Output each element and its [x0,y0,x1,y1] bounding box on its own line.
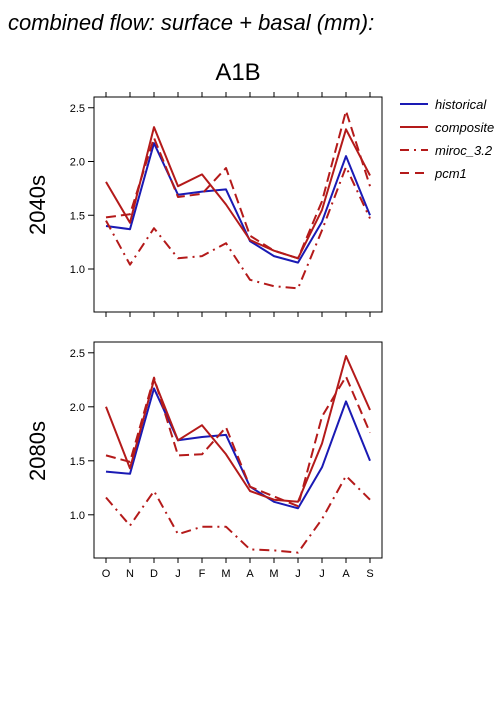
x-tick-label: J [175,568,181,580]
y-tick-label: 2.0 [70,157,85,169]
legend-label: composite [435,120,494,135]
y-tick-label: 2.5 [70,103,85,115]
x-tick-label: N [126,568,134,580]
x-tick-label: M [221,568,230,580]
x-tick-label: F [199,568,206,580]
legend-label: miroc_3.2 [435,143,493,158]
x-tick-label: A [342,568,350,580]
panel-label: 2080s [25,421,50,481]
x-tick-label: J [295,568,301,580]
panel-label: 2040s [25,175,50,235]
plot-frame [93,96,383,313]
y-tick-label: 2.0 [70,402,85,414]
plot-frame [93,341,383,559]
series-line-pcm1 [105,375,371,508]
x-tick-label: A [246,568,254,580]
series-line-composite [105,126,371,260]
axes: 1.0 1.5 2.0 2.5 O N D J F M A M J J A S [70,348,374,580]
y-tick-label: 1.5 [70,210,85,222]
legend: historical composite miroc_3.2 pcm1 [400,97,494,181]
series-line-historical [105,142,371,264]
y-tick-label: 1.5 [70,456,85,468]
series-line-miroc-3-2 [105,165,371,290]
series-line-historical [105,387,371,510]
x-tick-label: J [319,568,325,580]
legend-label: pcm1 [434,166,467,181]
y-tick-label: 1.0 [70,510,85,522]
panel-2040s: 2040s 1.0 1.5 2.0 2.5 [25,92,383,317]
series-line-pcm1 [105,110,371,260]
x-tick-label: D [150,568,158,580]
panel-2080s: 2080s 1.0 1.5 2.0 2.5 O N D J F M A M J J A S [25,341,383,580]
legend-label: historical [435,97,487,112]
y-tick-label: 1.0 [70,264,85,276]
scenario-title: A1B [215,59,260,86]
x-tick-label: O [102,568,111,580]
axes: 1.0 1.5 2.0 2.5 [70,92,371,317]
series-lines [105,110,371,290]
y-tick-label: 2.5 [70,348,85,360]
series-line-miroc-3-2 [105,474,371,554]
series-lines [105,355,371,554]
x-tick-label: M [269,568,278,580]
figure-title: combined flow: surface + basal (mm): [8,10,374,35]
x-tick-label: S [366,568,373,580]
series-line-composite [105,355,371,503]
